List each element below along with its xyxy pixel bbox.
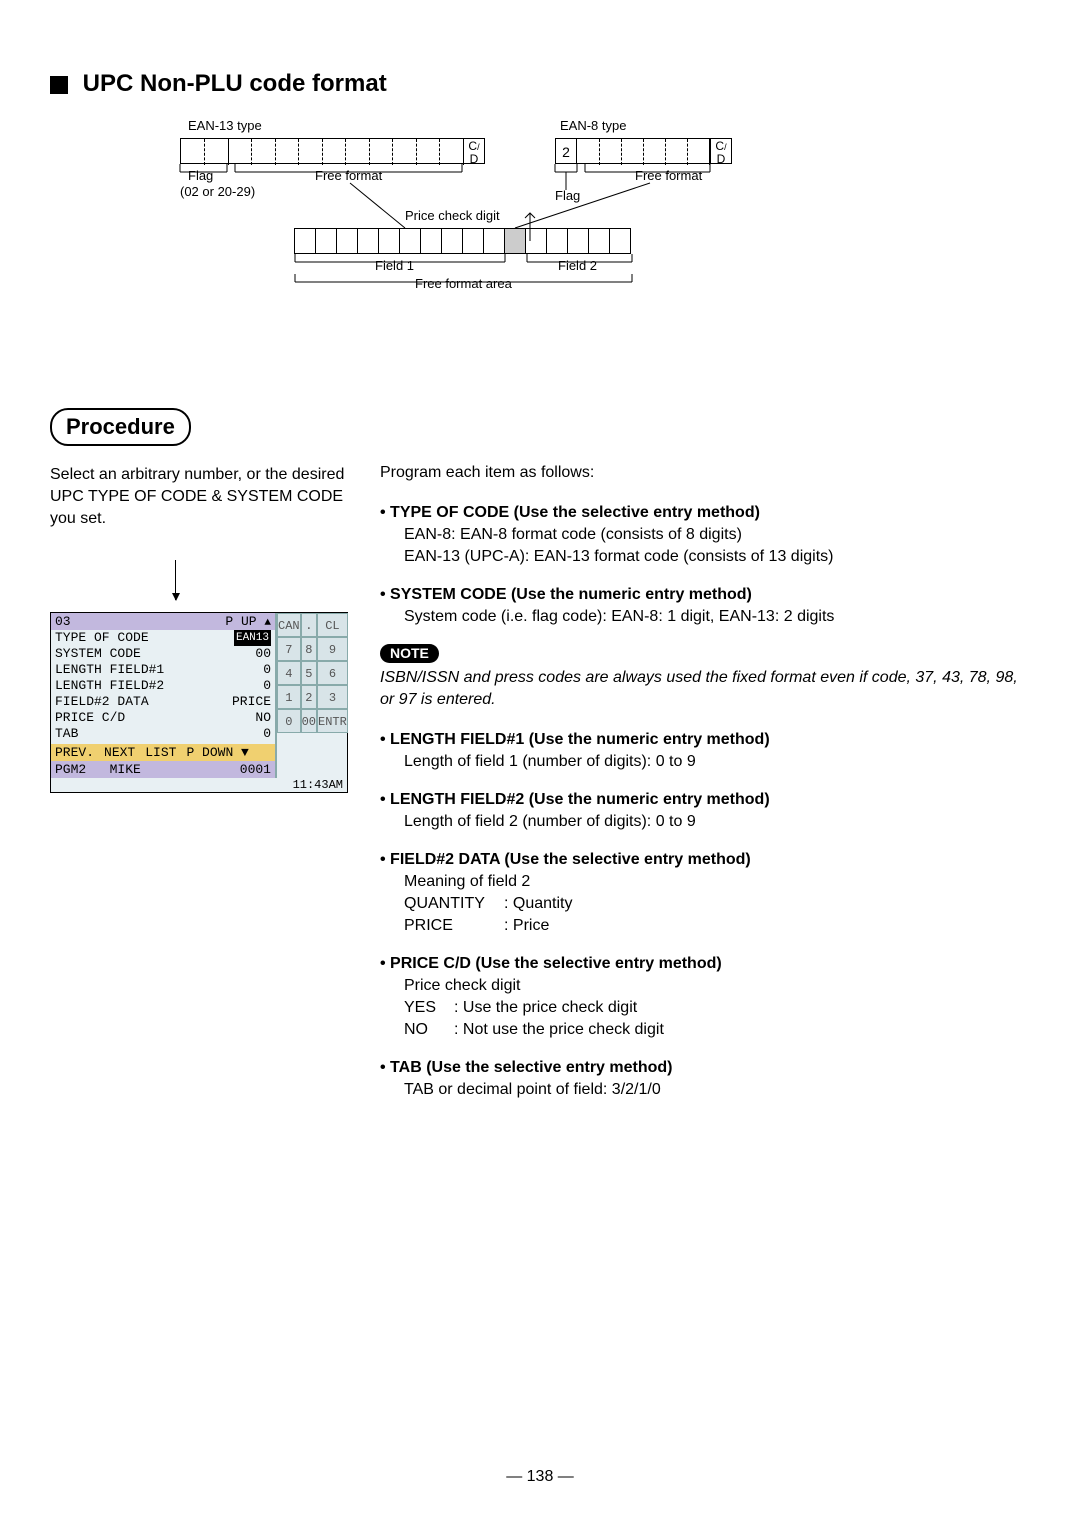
pos-foot-item: LIST xyxy=(145,745,176,760)
key: 5 xyxy=(301,661,317,685)
item-title: TYPE OF CODE (Use the selective entry me… xyxy=(380,504,760,521)
pos-row-label: LENGTH FIELD#2 xyxy=(55,678,164,694)
procedure-badge: Procedure xyxy=(50,408,191,446)
kv-key: YES xyxy=(404,997,454,1019)
arrow-down-icon xyxy=(175,560,176,600)
pos-row-label: LENGTH FIELD#1 xyxy=(55,662,164,678)
key: 2 xyxy=(301,685,317,709)
pos-screenshot: 03 P UP ▲ TYPE OF CODEEAN13 SYSTEM CODE0… xyxy=(50,612,348,793)
item-body: Price check digit xyxy=(404,975,1030,997)
key: 6 xyxy=(317,661,348,685)
key: 1 xyxy=(277,685,301,709)
item-title: TAB (Use the selective entry method) xyxy=(380,1059,672,1076)
key: CAN xyxy=(277,613,301,637)
pos-foot2-mid: MIKE xyxy=(110,762,141,777)
pos-row-value: NO xyxy=(255,710,271,726)
pos-row-value: EAN13 xyxy=(234,630,271,646)
item-body: EAN-13 (UPC-A): EAN-13 format code (cons… xyxy=(404,546,1030,568)
item-body: Length of field 2 (number of digits): 0 … xyxy=(404,811,1030,833)
note-body: ISBN/ISSN and press codes are always use… xyxy=(380,667,1030,711)
pos-foot-item: P DOWN ▼ xyxy=(186,745,248,760)
kv-val: : Price xyxy=(504,917,549,934)
heading-square-icon xyxy=(50,76,68,94)
note-badge: NOTE xyxy=(380,644,439,663)
select-text: Select an arbitrary number, or the desir… xyxy=(50,464,350,530)
kv-val: : Quantity xyxy=(504,895,572,912)
key: ENTR xyxy=(317,709,348,733)
item-body: Length of field 1 (number of digits): 0 … xyxy=(404,751,1030,773)
barcode-diagram: EAN-13 type EAN-8 type C/D 2 C/D Flag xyxy=(180,118,900,338)
pos-time: 11:43AM xyxy=(51,778,347,792)
key: 9 xyxy=(317,637,348,661)
item-body: TAB or decimal point of field: 3/2/1/0 xyxy=(404,1079,1030,1101)
item-title: FIELD#2 DATA (Use the selective entry me… xyxy=(380,851,751,868)
pos-row-value: 00 xyxy=(255,646,271,662)
ean13-label: EAN-13 type xyxy=(188,118,262,133)
ean8-box xyxy=(577,138,732,164)
pos-body: TYPE OF CODEEAN13 SYSTEM CODE00 LENGTH F… xyxy=(51,630,275,744)
pos-row-value: 0 xyxy=(263,726,271,742)
kv-val: : Not use the price check digit xyxy=(454,1021,664,1038)
pos-row-label: PRICE C/D xyxy=(55,710,125,726)
ean8-flag-cell: 2 xyxy=(555,138,577,164)
section-heading: UPC Non-PLU code format xyxy=(50,70,1030,98)
pos-footer1: PREV. NEXT LIST P DOWN ▼ xyxy=(51,744,275,761)
pos-foot2-left: PGM2 xyxy=(55,762,86,777)
key: 8 xyxy=(301,637,317,661)
key: 00 xyxy=(301,709,317,733)
right-column: Program each item as follows: TYPE OF CO… xyxy=(380,464,1030,1117)
program-intro: Program each item as follows: xyxy=(380,464,1030,482)
key: 7 xyxy=(277,637,301,661)
pos-row-value: 0 xyxy=(263,662,271,678)
free-format-boxes xyxy=(295,228,631,257)
field1-label: Field 1 xyxy=(375,258,414,273)
item-body: System code (i.e. flag code): EAN-8: 1 d… xyxy=(404,606,1030,628)
pos-foot-item: NEXT xyxy=(104,745,135,760)
item-body: Meaning of field 2 xyxy=(404,871,1030,893)
ean13-box xyxy=(180,138,485,164)
pos-row-label: FIELD#2 DATA xyxy=(55,694,149,710)
pos-head-num: 03 xyxy=(55,614,71,629)
item-title: SYSTEM CODE (Use the numeric entry metho… xyxy=(380,586,752,603)
up-triangle-icon: ▲ xyxy=(264,617,271,629)
item-title: LENGTH FIELD#1 (Use the numeric entry me… xyxy=(380,731,770,748)
kv-val: : Use the price check digit xyxy=(454,999,637,1016)
kv-key: PRICE xyxy=(404,915,504,937)
pos-row-label: TYPE OF CODE xyxy=(55,630,149,646)
pos-row-label: SYSTEM CODE xyxy=(55,646,141,662)
pos-row-value: PRICE xyxy=(232,694,271,710)
key: 4 xyxy=(277,661,301,685)
kv-key: QUANTITY xyxy=(404,893,504,915)
pos-footer2: PGM2 MIKE 0001 xyxy=(51,761,275,778)
field2-label: Field 2 xyxy=(558,258,597,273)
kv-key: NO xyxy=(404,1019,454,1041)
pos-foot-item: PREV. xyxy=(55,745,94,760)
key: . xyxy=(301,613,317,637)
heading-text: UPC Non-PLU code format xyxy=(83,70,387,97)
pos-header: 03 P UP ▲ xyxy=(51,613,275,630)
ean8-cd-cell: C/D xyxy=(710,138,732,164)
pos-pup: P UP xyxy=(225,614,256,629)
left-column: Select an arbitrary number, or the desir… xyxy=(50,464,350,793)
pos-row-label: TAB xyxy=(55,726,78,742)
free-format-area-label: Free format area xyxy=(415,276,512,291)
pos-row-value: 0 xyxy=(263,678,271,694)
ean13-cd-cell: C/D xyxy=(463,138,485,164)
pos-foot2-right: 0001 xyxy=(240,762,271,777)
pos-keypad: CAN . CL 7 8 9 4 5 6 1 2 3 0 00 xyxy=(275,613,347,778)
page-number: — 138 — xyxy=(0,1468,1080,1486)
item-title: LENGTH FIELD#2 (Use the numeric entry me… xyxy=(380,791,770,808)
key: CL xyxy=(317,613,348,637)
item-body: EAN-8: EAN-8 format code (consists of 8 … xyxy=(404,524,1030,546)
key: 0 xyxy=(277,709,301,733)
ean8-label: EAN-8 type xyxy=(560,118,626,133)
item-title: PRICE C/D (Use the selective entry metho… xyxy=(380,955,722,972)
key: 3 xyxy=(317,685,348,709)
content-columns: Select an arbitrary number, or the desir… xyxy=(50,464,1030,1117)
